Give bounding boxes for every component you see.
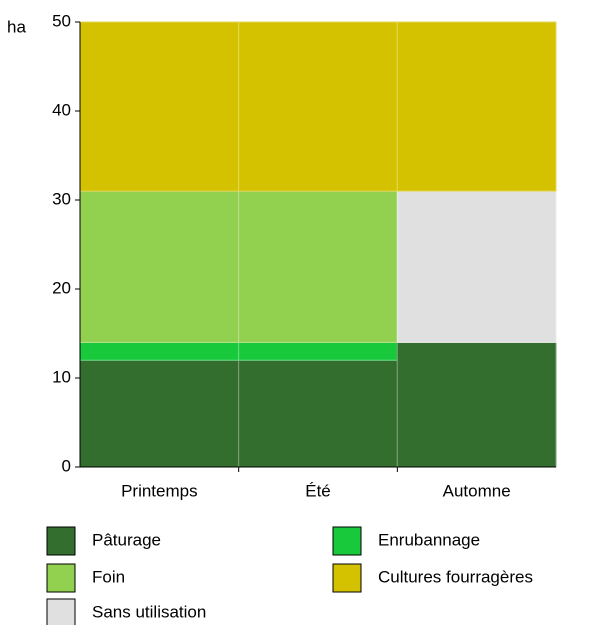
legend-label: Sans utilisation bbox=[92, 602, 206, 621]
bar-segment bbox=[79, 359, 240, 468]
y-tick-label: 20 bbox=[52, 278, 71, 297]
bar-segment bbox=[79, 190, 240, 343]
x-tick-label: Printemps bbox=[121, 481, 198, 500]
legend-swatch bbox=[46, 563, 76, 593]
y-axis-label: ha bbox=[7, 17, 26, 36]
bar-segment bbox=[396, 341, 557, 468]
x-tick-label: Été bbox=[305, 481, 331, 500]
bar-segment bbox=[396, 190, 557, 343]
legend-swatch bbox=[46, 526, 76, 556]
legend-label: Foin bbox=[92, 567, 125, 586]
y-tick-label: 50 bbox=[52, 11, 71, 30]
bar-segment bbox=[79, 21, 240, 192]
legend-label: Enrubannage bbox=[378, 530, 480, 549]
x-tick-label: Automne bbox=[443, 481, 511, 500]
bar-segment bbox=[238, 359, 398, 468]
y-tick-label: 30 bbox=[52, 189, 71, 208]
y-tick-label: 40 bbox=[52, 100, 71, 119]
y-tick-label: 0 bbox=[62, 456, 71, 475]
bar-segment bbox=[238, 21, 398, 192]
legend-label: Cultures fourragères bbox=[378, 567, 533, 586]
bar-segment bbox=[238, 190, 398, 343]
legend-label: Pâturage bbox=[92, 530, 161, 549]
bar-segment bbox=[79, 341, 240, 361]
y-tick-label: 10 bbox=[52, 367, 71, 386]
legend-swatch bbox=[332, 526, 362, 556]
legend-swatch bbox=[46, 598, 76, 625]
bar-segment bbox=[396, 21, 557, 192]
bar-segment bbox=[238, 341, 398, 361]
legend-swatch bbox=[332, 563, 362, 593]
